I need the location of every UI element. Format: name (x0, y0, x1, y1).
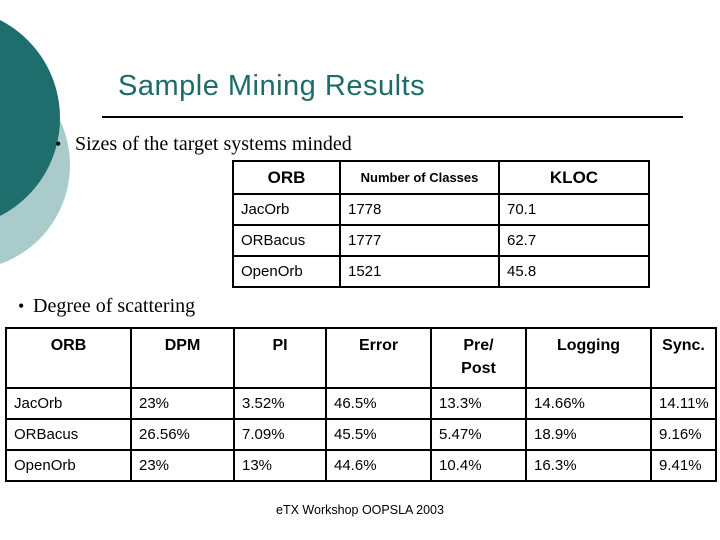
table-cell: 14.11% (650, 387, 717, 420)
scatter-col-dpm: DPM (130, 327, 235, 389)
table-cell: OpenOrb (232, 255, 341, 288)
table-cell: 62.7 (498, 224, 650, 257)
table-cell: 9.16% (650, 418, 717, 451)
table-cell: 45.8 (498, 255, 650, 288)
bullet-dot-icon: • (55, 134, 62, 154)
footer-text: eTX Workshop OOPSLA 2003 (276, 503, 444, 517)
table-cell: 23% (130, 387, 235, 420)
sizes-col-orb: ORB (232, 160, 341, 195)
table-cell: 1777 (339, 224, 500, 257)
table-row: ORBacus 1777 62.7 (232, 224, 650, 257)
table-cell: 16.3% (525, 449, 652, 482)
bullet-sizes: • Sizes of the target systems minded (55, 133, 352, 156)
table-cell: 13.3% (430, 387, 527, 420)
table-cell: ORBacus (232, 224, 341, 257)
slide-title: Sample Mining Results (118, 70, 426, 102)
table-cell: 5.47% (430, 418, 527, 451)
table-cell: 18.9% (525, 418, 652, 451)
table-row: OpenOrb 1521 45.8 (232, 255, 650, 288)
table-cell: 9.41% (650, 449, 717, 482)
table-cell: OpenOrb (5, 449, 132, 482)
table-cell: 14.66% (525, 387, 652, 420)
sizes-table-header-row: ORB Number of Classes KLOC (232, 160, 650, 195)
table-cell: 70.1 (498, 193, 650, 226)
table-cell: 1521 (339, 255, 500, 288)
scattering-table-header-row: ORB DPM PI Error Pre/ Post Logging Sync. (5, 327, 717, 389)
scattering-table: ORB DPM PI Error Pre/ Post Logging Sync.… (5, 327, 717, 482)
table-cell: 44.6% (325, 449, 432, 482)
table-cell: 3.52% (233, 387, 327, 420)
bullet-dot-icon: • (18, 296, 25, 316)
table-cell: 13% (233, 449, 327, 482)
table-cell: 10.4% (430, 449, 527, 482)
sizes-col-kloc: KLOC (498, 160, 650, 195)
table-row: ORBacus 26.56% 7.09% 45.5% 5.47% 18.9% 9… (5, 418, 717, 451)
table-row: OpenOrb 23% 13% 44.6% 10.4% 16.3% 9.41% (5, 449, 717, 482)
bullet-sizes-text: Sizes of the target systems minded (75, 133, 352, 155)
table-cell: 45.5% (325, 418, 432, 451)
scatter-col-orb: ORB (5, 327, 132, 389)
scatter-col-error: Error (325, 327, 432, 389)
table-cell: 46.5% (325, 387, 432, 420)
title-underline (102, 116, 683, 118)
scatter-col-sync: Sync. (650, 327, 717, 389)
scatter-col-pi: PI (233, 327, 327, 389)
scatter-col-prepost: Pre/ Post (430, 327, 527, 389)
table-cell: 26.56% (130, 418, 235, 451)
table-cell: 23% (130, 449, 235, 482)
table-cell: JacOrb (5, 387, 132, 420)
bullet-scattering-text: Degree of scattering (33, 295, 196, 317)
table-cell: JacOrb (232, 193, 341, 226)
scatter-col-logging: Logging (525, 327, 652, 389)
table-row: JacOrb 23% 3.52% 46.5% 13.3% 14.66% 14.1… (5, 387, 717, 420)
sizes-table: ORB Number of Classes KLOC JacOrb 1778 7… (232, 160, 650, 288)
table-cell: 1778 (339, 193, 500, 226)
table-cell: ORBacus (5, 418, 132, 451)
bullet-scattering: • Degree of scattering (18, 295, 195, 318)
table-row: JacOrb 1778 70.1 (232, 193, 650, 226)
sizes-col-classes: Number of Classes (339, 160, 500, 195)
table-cell: 7.09% (233, 418, 327, 451)
